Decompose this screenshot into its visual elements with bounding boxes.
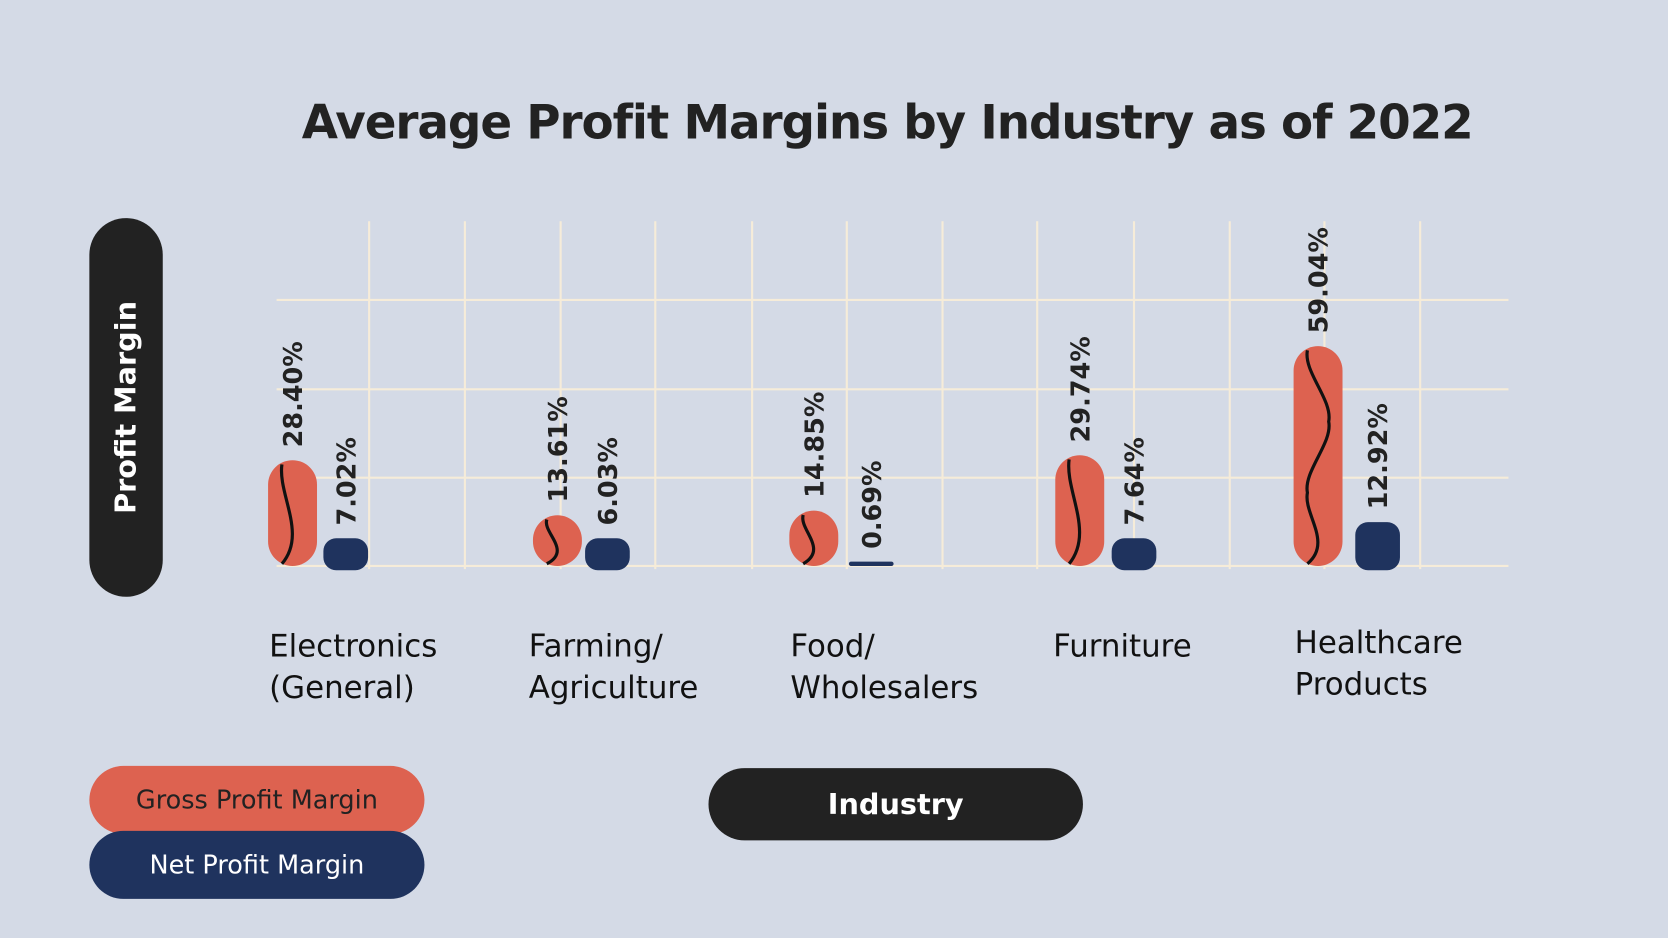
data-label: 28.40% (279, 341, 309, 447)
gross-bar (532, 515, 582, 566)
data-label: 6.03% (594, 437, 624, 526)
category-label: Furniture (1053, 627, 1192, 664)
category-label: Food/ Wholesalers (790, 627, 979, 706)
category-label: Healthcare Products (1294, 624, 1463, 703)
data-label: 14.85% (800, 392, 830, 498)
bar-wave-decoration (801, 514, 816, 566)
bar-wave-decoration (1067, 459, 1082, 565)
net-bar (585, 538, 630, 571)
x-axis-label: Industry (708, 768, 1083, 841)
data-label: 7.02% (332, 437, 362, 526)
chart-title: Average Profit Margins by Industry as of… (301, 95, 1474, 150)
data-label: 0.69% (858, 460, 888, 549)
data-label: 13.61% (544, 396, 574, 502)
legend-net: Net Profit Margin (89, 830, 425, 899)
gross-bar (268, 460, 318, 566)
data-label: 59.04% (1305, 227, 1335, 333)
data-label: 29.74% (1066, 336, 1096, 442)
net-bar (848, 561, 894, 566)
bar-wave-decoration (1305, 350, 1331, 566)
gross-bar (789, 510, 839, 566)
y-axis-label-pill: Profit Margin (89, 218, 163, 597)
bar-wave-decoration (279, 464, 294, 565)
y-axis-label: Profit Margin (109, 300, 143, 514)
net-bar (1355, 522, 1400, 571)
data-label: 12.92% (1364, 403, 1394, 509)
legend-gross: Gross Profit Margin (89, 765, 425, 835)
net-bar (1111, 538, 1157, 571)
data-label: 7.64% (1121, 437, 1151, 526)
category-label: Farming/ Agriculture (528, 627, 699, 706)
net-bar (323, 538, 369, 571)
gross-bar (1055, 455, 1105, 566)
bar-wave-decoration (544, 519, 559, 566)
category-label: Electronics (General) (269, 627, 438, 706)
